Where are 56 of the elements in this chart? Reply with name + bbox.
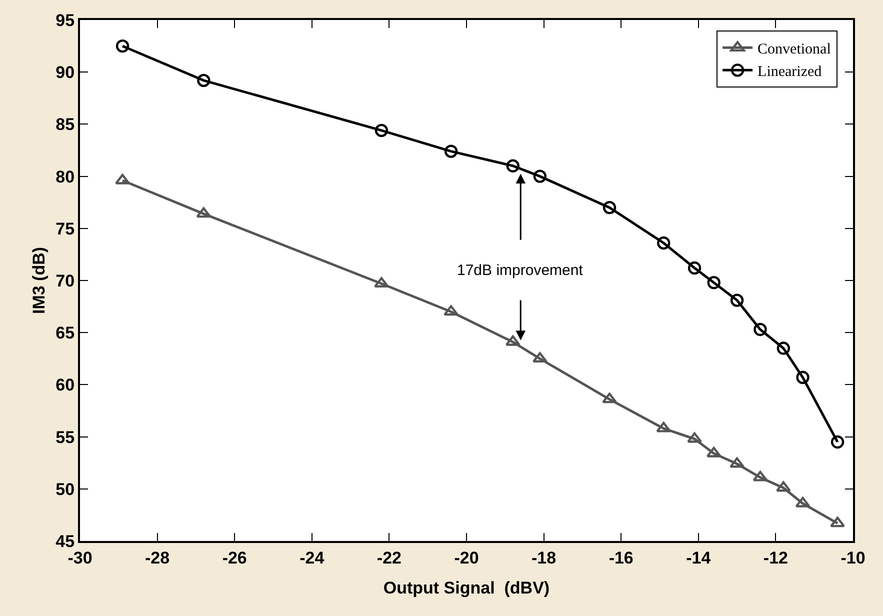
y-tick-label: 50 bbox=[56, 480, 75, 499]
point bbox=[505, 335, 520, 346]
y-tick-label: 55 bbox=[56, 428, 75, 447]
point bbox=[374, 124, 388, 138]
point bbox=[602, 200, 616, 214]
point bbox=[707, 276, 720, 290]
point bbox=[602, 392, 617, 404]
point bbox=[730, 294, 744, 307]
point bbox=[656, 422, 672, 432]
x-tick-label: -30 bbox=[68, 548, 92, 568]
y-tick-label: 95 bbox=[56, 10, 75, 30]
x-tick-label: -16 bbox=[608, 548, 634, 568]
annotation: 17dB improvement bbox=[457, 262, 584, 279]
point bbox=[444, 144, 458, 158]
legend-label: Convetional bbox=[758, 42, 831, 58]
point bbox=[116, 39, 130, 53]
point bbox=[730, 457, 744, 468]
point bbox=[687, 432, 702, 443]
x-tick-label: -26 bbox=[222, 548, 247, 568]
point bbox=[706, 446, 722, 458]
y-tick-label: 80 bbox=[56, 167, 75, 186]
point bbox=[830, 516, 845, 528]
y-tick-label: 85 bbox=[56, 115, 75, 134]
y-tick-label: 60 bbox=[56, 376, 75, 395]
x-tick-label: -18 bbox=[532, 548, 556, 568]
y-tick-label: 45 bbox=[56, 532, 75, 551]
point bbox=[115, 174, 130, 184]
point bbox=[776, 481, 791, 492]
point bbox=[657, 236, 670, 250]
y-axis-title: IM3 (dB) bbox=[30, 246, 49, 314]
point bbox=[374, 277, 389, 288]
point bbox=[196, 207, 212, 218]
point bbox=[830, 435, 844, 449]
y-tick-label: 70 bbox=[56, 271, 75, 290]
x-tick-label: -22 bbox=[376, 548, 402, 568]
point bbox=[752, 470, 768, 482]
y-tick-label: 65 bbox=[56, 324, 75, 343]
x-axis-title: Output Signal (dBV) bbox=[383, 578, 550, 598]
point bbox=[444, 305, 458, 316]
x-tick-label: -28 bbox=[145, 548, 170, 568]
x-tick-label: -24 bbox=[300, 548, 325, 568]
x-tick-label: -10 bbox=[840, 548, 866, 568]
legend-label: Linearized bbox=[758, 64, 822, 80]
point bbox=[796, 370, 810, 384]
point bbox=[506, 159, 520, 172]
y-tick-label: 75 bbox=[56, 219, 75, 238]
point bbox=[533, 170, 547, 183]
x-tick-label: -20 bbox=[454, 548, 479, 568]
point bbox=[688, 261, 702, 275]
point bbox=[197, 74, 210, 88]
point bbox=[795, 496, 810, 508]
x-tick-label: -12 bbox=[763, 548, 788, 568]
y-tick-label: 90 bbox=[56, 63, 75, 82]
point bbox=[776, 342, 790, 355]
point bbox=[754, 322, 767, 336]
x-tick-label: -14 bbox=[686, 548, 712, 568]
